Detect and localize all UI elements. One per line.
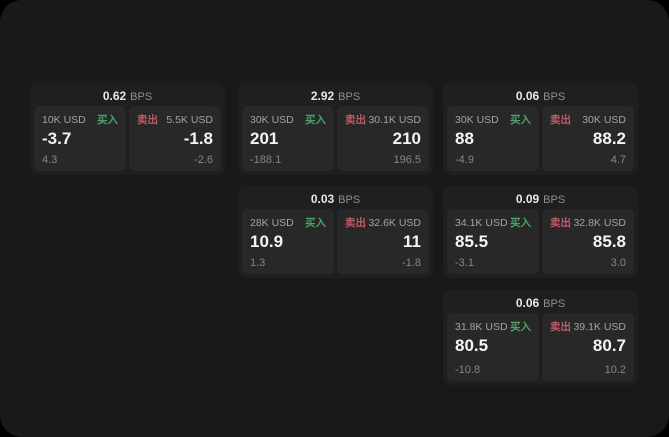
bps-unit-label: BPS [130, 91, 153, 103]
quote-card-6: 0.06 BPS 31.8K USD 买入 80.5 -10.8 卖出 39.1K… [443, 290, 638, 385]
quote-card-4: 0.03 BPS 28K USD 买入 10.9 1.3 卖出 32.6K USD [238, 186, 433, 278]
buy-notional: 30K USD [455, 114, 499, 126]
buy-side-label: 买入 [510, 321, 531, 333]
bps-value: 0.09 [515, 192, 540, 206]
sell-side-label: 卖出 [345, 114, 366, 126]
sell-panel[interactable]: 卖出 32.8K USD 85.8 3.0 [542, 209, 634, 274]
sell-notional: 32.6K USD [368, 217, 421, 229]
bps-value: 0.62 [102, 89, 127, 103]
bps-unit-label: BPS [338, 194, 361, 206]
sell-delta: -2.6 [194, 154, 213, 166]
bps-header: 0.03 BPS [242, 189, 429, 209]
buy-panel[interactable]: 31.8K USD 买入 80.5 -10.8 [447, 313, 539, 381]
buy-price: 10.9 [250, 232, 284, 251]
buy-price: 80.5 [455, 336, 489, 355]
sell-delta: -1.8 [402, 257, 421, 269]
bps-value: 0.06 [515, 89, 540, 103]
buy-notional: 30K USD [250, 114, 294, 126]
buy-panel[interactable]: 28K USD 买入 10.9 1.3 [242, 209, 334, 274]
buy-side-label: 买入 [305, 114, 326, 126]
sell-price: 88.2 [592, 129, 626, 148]
sell-price: 11 [403, 232, 421, 251]
bps-header: 2.92 BPS [242, 86, 429, 106]
buy-panel[interactable]: 30K USD 买入 88 -4.9 [447, 106, 539, 171]
bps-unit-label: BPS [543, 298, 566, 310]
buy-panel[interactable]: 10K USD 买入 -3.7 4.3 [34, 106, 126, 171]
buy-side-label: 买入 [97, 114, 118, 126]
sell-price: 80.7 [592, 336, 626, 355]
buy-side-label: 买入 [510, 114, 531, 126]
quote-panels: 31.8K USD 买入 80.5 -10.8 卖出 39.1K USD 80.… [447, 313, 634, 381]
sell-price: 210 [392, 129, 421, 148]
bps-value: 0.03 [310, 192, 335, 206]
buy-delta: -10.8 [455, 364, 481, 376]
buy-notional: 28K USD [250, 217, 294, 229]
sell-panel[interactable]: 卖出 30.1K USD 210 196.5 [337, 106, 429, 171]
buy-delta: -4.9 [455, 154, 474, 166]
buy-delta: 4.3 [42, 154, 58, 166]
buy-delta: -188.1 [250, 154, 282, 166]
sell-panel[interactable]: 卖出 5.5K USD -1.8 -2.6 [129, 106, 221, 171]
quote-panels: 30K USD 买入 201 -188.1 卖出 30.1K USD 210 1… [242, 106, 429, 171]
bps-unit-label: BPS [338, 91, 361, 103]
sell-side-label: 卖出 [137, 114, 158, 126]
quote-panels: 10K USD 买入 -3.7 4.3 卖出 5.5K USD -1.8 -2.… [34, 106, 221, 171]
quote-panels: 30K USD 买入 88 -4.9 卖出 30K USD 88.2 4.7 [447, 106, 634, 171]
buy-notional: 10K USD [42, 114, 86, 126]
bps-header: 0.06 BPS [447, 86, 634, 106]
quote-panels: 34.1K USD 买入 85.5 -3.1 卖出 32.8K USD 85.8… [447, 209, 634, 274]
buy-price: 88 [455, 129, 474, 148]
sell-delta: 4.7 [610, 154, 626, 166]
sell-notional: 30.1K USD [368, 114, 421, 126]
sell-panel[interactable]: 卖出 32.6K USD 11 -1.8 [337, 209, 429, 274]
sell-panel[interactable]: 卖出 39.1K USD 80.7 10.2 [542, 313, 634, 381]
buy-price: 85.5 [455, 232, 489, 251]
buy-delta: 1.3 [250, 257, 266, 269]
sell-delta: 196.5 [393, 154, 421, 166]
bps-value: 2.92 [310, 89, 335, 103]
bps-header: 0.06 BPS [447, 293, 634, 313]
sell-side-label: 卖出 [550, 321, 571, 333]
quote-panels: 28K USD 买入 10.9 1.3 卖出 32.6K USD 11 -1.8 [242, 209, 429, 274]
buy-delta: -3.1 [455, 257, 474, 269]
sell-notional: 32.8K USD [573, 217, 626, 229]
sell-price: -1.8 [183, 129, 213, 148]
sell-delta: 3.0 [610, 257, 626, 269]
bps-unit-label: BPS [543, 194, 566, 206]
bps-header: 0.09 BPS [447, 189, 634, 209]
buy-notional: 34.1K USD [455, 217, 508, 229]
sell-side-label: 卖出 [550, 217, 571, 229]
sell-panel[interactable]: 卖出 30K USD 88.2 4.7 [542, 106, 634, 171]
bps-value: 0.06 [515, 296, 540, 310]
sell-notional: 30K USD [582, 114, 626, 126]
buy-panel[interactable]: 34.1K USD 买入 85.5 -3.1 [447, 209, 539, 274]
sell-notional: 39.1K USD [573, 321, 626, 333]
quote-card-2: 2.92 BPS 30K USD 买入 201 -188.1 卖出 30.1K U… [238, 83, 433, 175]
sell-notional: 5.5K USD [166, 114, 213, 126]
buy-price: -3.7 [42, 129, 72, 148]
buy-notional: 31.8K USD [455, 321, 508, 333]
quote-card-1: 0.62 BPS 10K USD 买入 -3.7 4.3 卖出 5.5K USD [30, 83, 225, 175]
bps-unit-label: BPS [543, 91, 566, 103]
quote-card-5: 0.09 BPS 34.1K USD 买入 85.5 -3.1 卖出 32.8K … [443, 186, 638, 278]
sell-delta: 10.2 [604, 364, 626, 376]
sell-side-label: 卖出 [345, 217, 366, 229]
bps-header: 0.62 BPS [34, 86, 221, 106]
quote-card-3: 0.06 BPS 30K USD 买入 88 -4.9 卖出 30K USD [443, 83, 638, 175]
buy-price: 201 [250, 129, 279, 148]
buy-side-label: 买入 [510, 217, 531, 229]
sell-price: 85.8 [592, 232, 626, 251]
sell-side-label: 卖出 [550, 114, 571, 126]
buy-panel[interactable]: 30K USD 买入 201 -188.1 [242, 106, 334, 171]
buy-side-label: 买入 [305, 217, 326, 229]
